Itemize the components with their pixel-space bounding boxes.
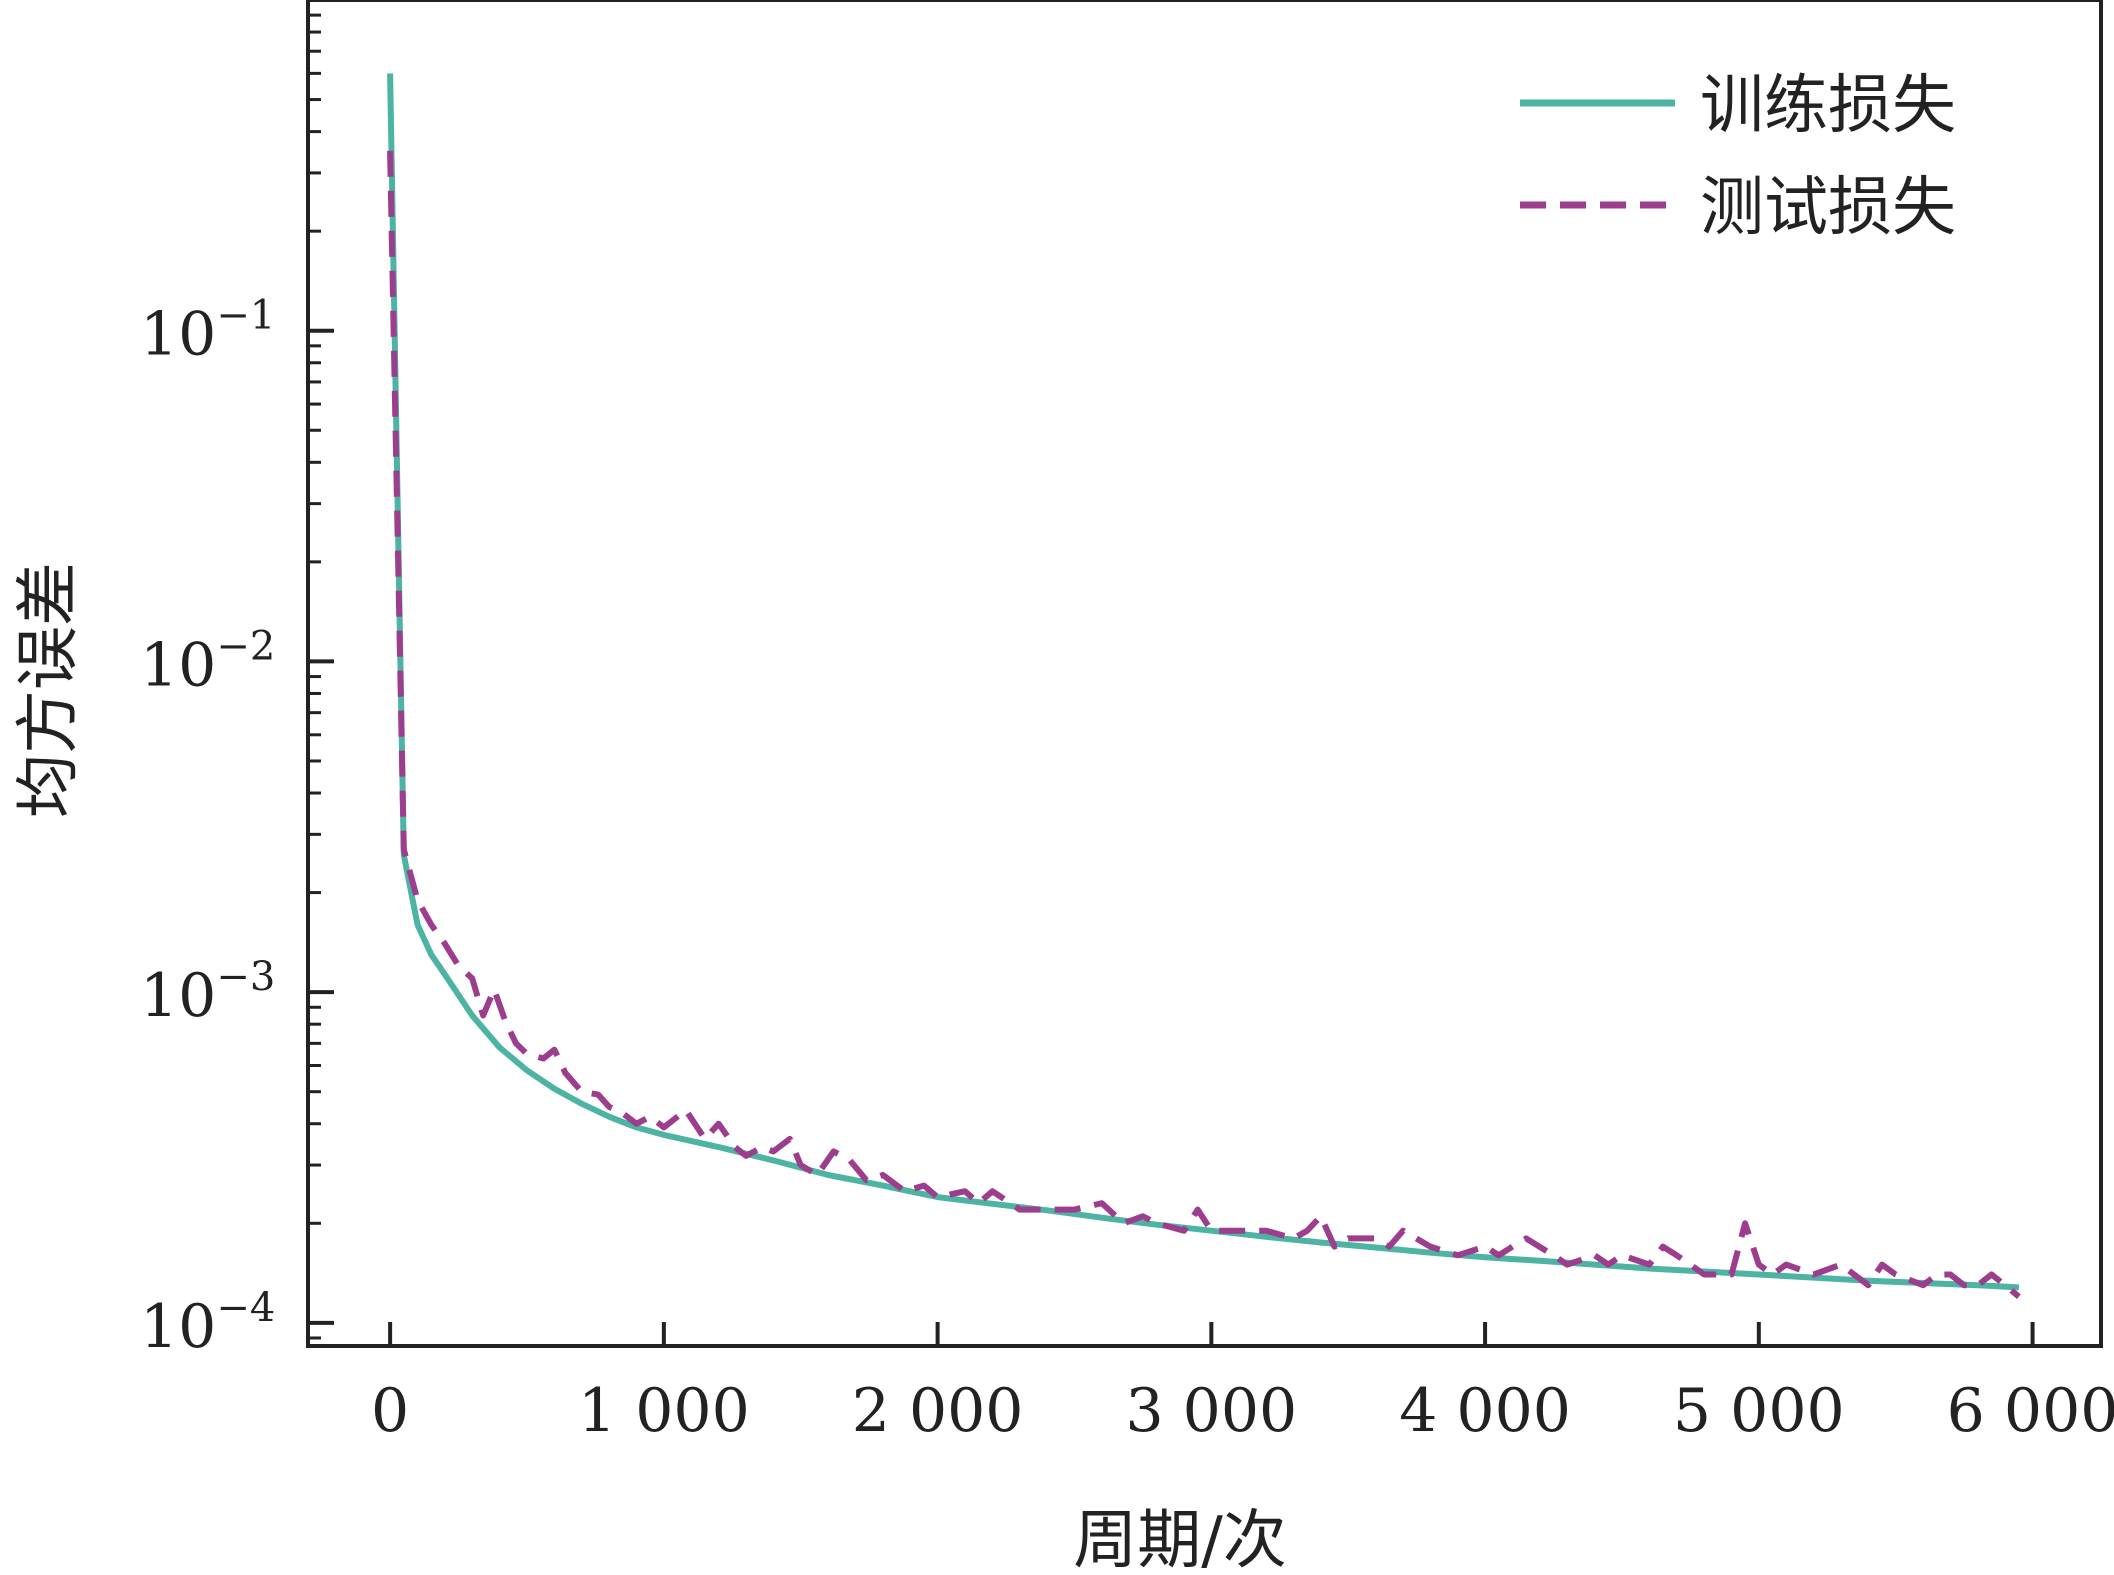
y-major-ticks: 10−1 10−2 10−3 10−4 xyxy=(140,293,334,1362)
x-tick-label: 6 000 xyxy=(1947,1376,2114,1446)
plot-frame xyxy=(306,0,2103,1348)
x-tick-label: 2 000 xyxy=(852,1376,1024,1446)
y-axis-label: 均方误差 xyxy=(12,562,86,818)
legend: 训练损失 测试损失 xyxy=(1520,69,1956,245)
y-tick-label: 10−3 xyxy=(140,954,275,1031)
legend-label-test-loss: 测试损失 xyxy=(1700,171,1956,245)
x-tick-label: 5 000 xyxy=(1673,1376,1845,1446)
legend-label-train-loss: 训练损失 xyxy=(1700,69,1956,143)
test-loss-line xyxy=(387,150,2021,1299)
x-tick-label: 4 000 xyxy=(1399,1376,1571,1446)
x-tick-label: 1 000 xyxy=(578,1376,750,1446)
series-layer xyxy=(387,73,2021,1299)
train-loss-line xyxy=(387,73,2020,1291)
y-minor-ticks xyxy=(308,13,321,1340)
x-axis-label: 周期/次 xyxy=(1073,1504,1287,1575)
x-ticks: 0 1 000 2 000 3 000 4 000 5 000 6 000 xyxy=(371,1322,2114,1446)
x-tick-label: 3 000 xyxy=(1125,1376,1297,1446)
y-tick-label: 10−4 xyxy=(140,1285,275,1362)
y-tick-label: 10−1 xyxy=(140,293,275,370)
x-tick-label: 0 xyxy=(371,1376,409,1446)
y-tick-label: 10−2 xyxy=(140,623,275,700)
